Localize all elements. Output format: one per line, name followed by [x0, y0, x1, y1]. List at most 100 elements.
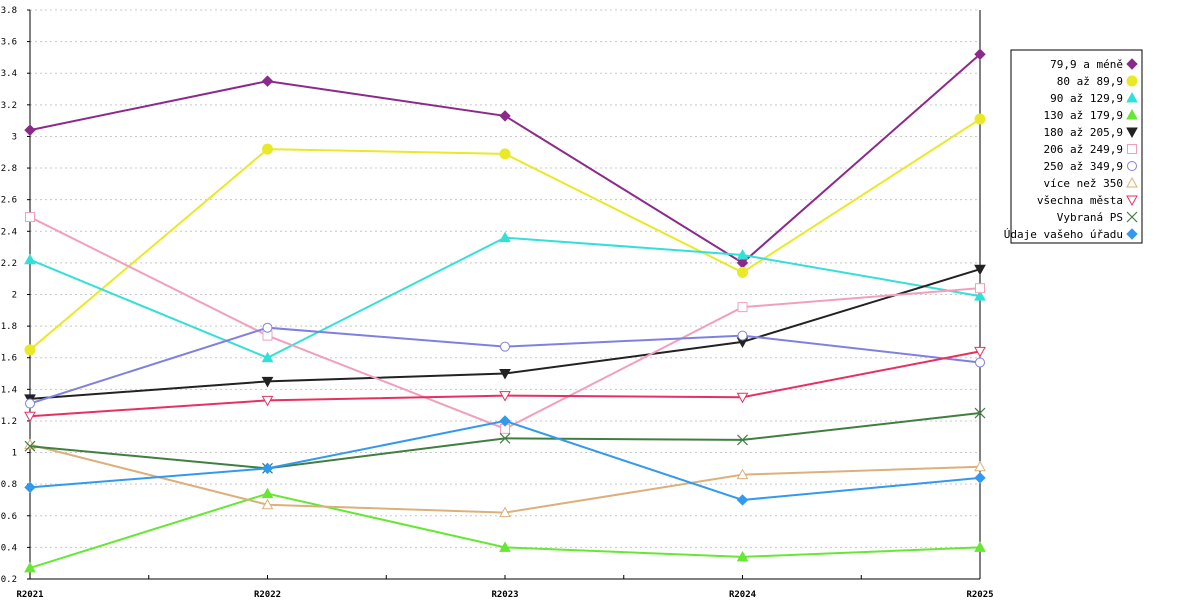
data-point [24, 253, 36, 265]
y-tick-label: 3 [12, 132, 17, 142]
grid-lines [30, 9, 980, 580]
data-point [736, 550, 749, 562]
series-line [29, 492, 981, 569]
legend-marker [1126, 228, 1138, 240]
data-point [499, 148, 511, 160]
legend-marker [1126, 127, 1138, 139]
series-5 [24, 264, 986, 405]
series-3 [24, 231, 986, 363]
legend-box [1010, 49, 1143, 244]
y-tick-label: 2.2 [1, 259, 17, 269]
series-1 [24, 48, 986, 269]
y-tick-label: 2.8 [1, 164, 17, 174]
data-point [261, 376, 274, 388]
data-point [736, 392, 749, 404]
x-tick-label: R2025 [966, 590, 993, 600]
y-tick-label: 2.6 [1, 196, 17, 206]
data-point [499, 415, 511, 427]
data-point [974, 290, 986, 301]
data-point [737, 266, 748, 278]
data-point [499, 506, 511, 518]
data-point [261, 351, 274, 363]
data-point [500, 341, 510, 352]
legend-label: Údaje vašeho úřadu [1004, 228, 1123, 241]
data-point [737, 330, 748, 341]
series-4 [24, 487, 986, 573]
data-point [262, 143, 273, 155]
legend-marker [1126, 58, 1138, 70]
series-line [29, 443, 981, 514]
data-point [974, 264, 986, 276]
data-point [24, 124, 36, 136]
series-11 [24, 415, 986, 506]
series-8 [24, 438, 986, 518]
data-point [499, 541, 511, 552]
legend-marker [1126, 176, 1138, 188]
data-point [262, 322, 273, 333]
data-point [261, 75, 274, 87]
data-point [24, 440, 36, 452]
data-point [261, 498, 274, 510]
legend: 79,9 a méně 80 až 89,9 90 až 129,9 130 až 1… [1004, 49, 1143, 244]
x-tick-label: R2022 [254, 590, 281, 600]
y-tick-label: 3.8 [1, 6, 17, 16]
axes: 0.2 0.4 0.6 0.8 1 1.2 1.4 1.6 1.8 2 2.2 2.4 2.6 2.8 3 3… [1, 6, 994, 600]
data-point [261, 487, 274, 499]
data-point [974, 407, 986, 419]
legend-item: Údaje vašeho úřadu [1004, 228, 1138, 241]
data-point [974, 472, 986, 484]
x-tick-label: R2024 [729, 590, 757, 600]
y-tick-label: 0.8 [1, 480, 17, 490]
data-point [499, 369, 511, 380]
data-point [261, 462, 274, 475]
y-tick-label: 2.4 [1, 227, 17, 237]
y-tick-label: 1.4 [1, 385, 17, 395]
data-point [975, 283, 985, 294]
series-2 [24, 113, 986, 356]
legend-label: 130 až 179,9 [1044, 109, 1123, 122]
data-point [737, 434, 748, 446]
legend-marker [1126, 75, 1138, 87]
legend-item: 90 až 129,9 [1050, 91, 1138, 105]
data-point [499, 432, 511, 444]
x-tick-label: R2023 [491, 590, 518, 600]
series-group [24, 48, 986, 573]
data-point [499, 231, 511, 243]
legend-label: více než 350 [1044, 177, 1123, 190]
legend-marker [1126, 108, 1138, 120]
legend-label: 250 až 349,9 [1044, 160, 1123, 173]
series-line [29, 236, 981, 359]
data-point [499, 110, 511, 122]
data-point [25, 212, 35, 223]
y-tick-label: 1.8 [1, 322, 17, 332]
data-point [24, 561, 36, 573]
legend-marker [1126, 91, 1138, 103]
legend-item: 180 až 205,9 [1044, 126, 1138, 139]
legend-label: 90 až 129,9 [1050, 92, 1123, 105]
legend-marker [1127, 161, 1137, 171]
y-tick-label: 3.2 [1, 101, 17, 111]
legend-item: 79,9 a méně [1050, 58, 1138, 71]
legend-item: všechna města [1037, 194, 1138, 207]
legend-item: Vybraná PS [1057, 211, 1138, 224]
legend-label: 79,9 a méně [1050, 58, 1123, 71]
legend-label: 180 až 205,9 [1044, 126, 1123, 139]
legend-marker [1126, 211, 1138, 223]
data-point [24, 481, 36, 494]
series-7 [25, 322, 985, 409]
data-point [736, 494, 749, 506]
legend-label: 80 až 89,9 [1057, 75, 1123, 88]
data-point [261, 395, 274, 407]
legend-label: Vybraná PS [1057, 211, 1123, 224]
data-point [974, 460, 986, 472]
legend-marker [1127, 144, 1137, 154]
data-point [975, 357, 985, 368]
legend-item: 80 až 89,9 [1057, 75, 1138, 88]
data-point [736, 248, 749, 260]
data-point [25, 398, 35, 409]
y-tick-label: 1.6 [1, 354, 17, 364]
x-tick-label: R2021 [16, 590, 43, 600]
y-tick-label: 1 [12, 449, 17, 459]
data-point [736, 468, 749, 480]
